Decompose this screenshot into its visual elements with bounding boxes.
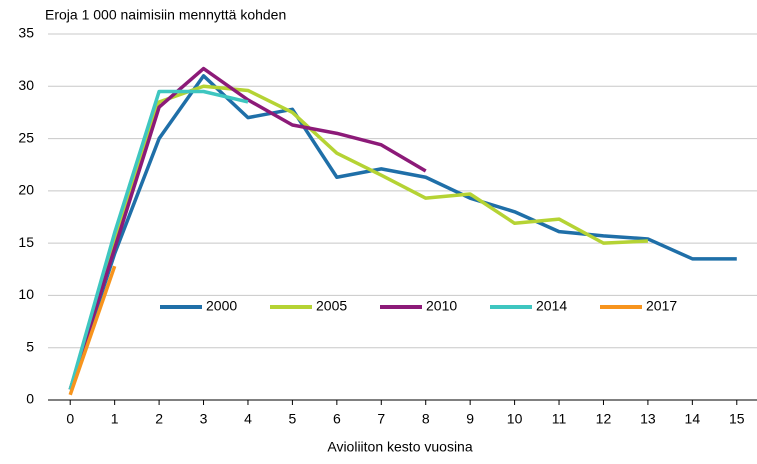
series-line <box>68 74 737 391</box>
series-line <box>68 89 249 391</box>
y-tick-label: 15 <box>18 234 34 250</box>
y-tick-label: 10 <box>18 286 34 302</box>
x-tick-label: 14 <box>685 411 701 427</box>
x-tick-label: 12 <box>596 411 612 427</box>
series-line <box>68 84 648 391</box>
legend-label: 2000 <box>206 298 237 314</box>
x-tick-label: 11 <box>552 411 567 427</box>
x-tick-label: 6 <box>333 411 341 427</box>
y-tick-label: 30 <box>18 77 34 93</box>
x-tick-label: 4 <box>244 411 252 427</box>
x-tick-label: 3 <box>200 411 208 427</box>
legend-label: 2010 <box>426 298 457 314</box>
y-tick-label: 5 <box>26 338 34 354</box>
legend-label: 2005 <box>316 298 347 314</box>
legend-label: 2014 <box>536 298 567 314</box>
series-line <box>68 265 117 396</box>
x-tick-label: 8 <box>422 411 430 427</box>
series-line <box>68 66 427 391</box>
y-tick-label: 25 <box>18 129 34 145</box>
x-tick-label: 9 <box>466 411 474 427</box>
x-tick-label: 15 <box>729 411 745 427</box>
y-tick-label: 20 <box>18 182 34 198</box>
x-tick-label: 5 <box>289 411 297 427</box>
x-tick-label: 10 <box>507 411 523 427</box>
x-tick-label: 0 <box>66 411 74 427</box>
legend-label: 2017 <box>646 298 677 314</box>
y-tick-label: 0 <box>26 391 34 407</box>
x-axis-label: Avioliiton kesto vuosina <box>327 439 472 455</box>
x-tick-label: 1 <box>111 411 119 427</box>
x-tick-label: 13 <box>640 411 656 427</box>
x-tick-label: 2 <box>155 411 163 427</box>
x-tick-label: 7 <box>377 411 385 427</box>
y-tick-label: 35 <box>18 25 34 41</box>
chart-title: Eroja 1 000 naimisiin mennyttä kohden <box>45 7 286 23</box>
